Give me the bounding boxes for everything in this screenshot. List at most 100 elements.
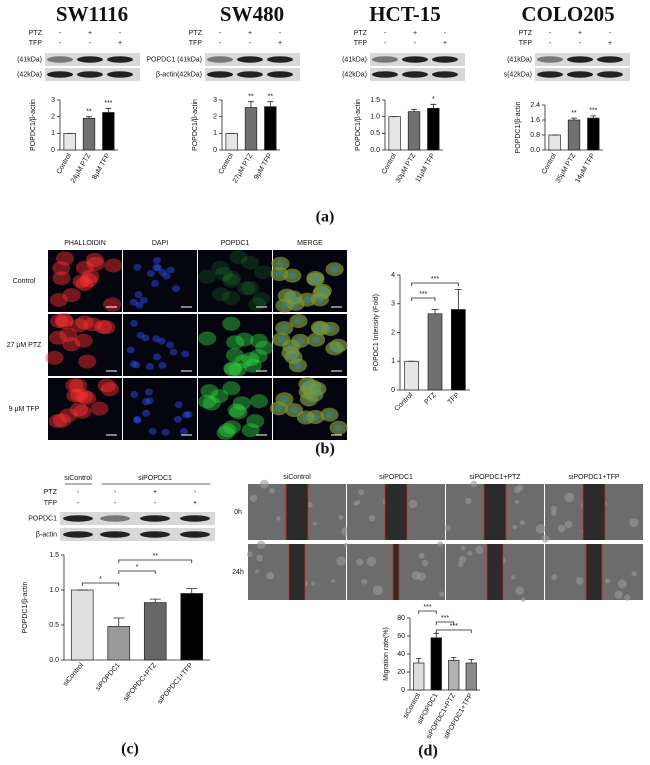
cell [275, 392, 294, 407]
cell [291, 300, 300, 308]
cell [289, 314, 308, 329]
cell [444, 524, 451, 532]
blot-strip [60, 528, 215, 541]
cell [133, 415, 142, 423]
image-column-header: siPOPDC1+TFP [568, 474, 619, 481]
cell [197, 269, 216, 284]
y-tick-label: 0.0 [530, 147, 540, 154]
blot-band [63, 531, 93, 538]
cell [576, 577, 584, 585]
cell [334, 424, 343, 432]
image-row-label: 9 μM TFP [9, 406, 40, 413]
blot-band-label: (42kDa) [17, 71, 42, 78]
blot-band [180, 531, 210, 538]
cell [50, 314, 69, 329]
cell [408, 499, 418, 509]
cell [355, 500, 361, 505]
cell [311, 321, 330, 336]
cell [284, 349, 303, 364]
cell [198, 331, 217, 346]
blot-band [237, 56, 263, 63]
cell [304, 395, 313, 403]
blot-row-label: TFP [44, 500, 58, 507]
cell [520, 597, 526, 602]
cell [282, 339, 301, 354]
cell [62, 288, 81, 303]
cell [152, 264, 161, 272]
cell [181, 350, 190, 358]
cell [222, 290, 241, 305]
cell [338, 514, 344, 520]
cell [617, 579, 627, 589]
micrograph [198, 314, 272, 376]
wound-gap [286, 484, 308, 540]
bar [82, 117, 96, 151]
cell [104, 258, 123, 273]
cell [70, 318, 89, 333]
cell [296, 337, 305, 345]
cell [132, 361, 141, 369]
cell [624, 594, 631, 601]
error-bar [454, 288, 462, 310]
cell [306, 271, 325, 286]
bar [180, 593, 204, 661]
cell [298, 384, 317, 399]
cell [564, 492, 575, 503]
image-column-header: siPOPDC1 [379, 474, 413, 481]
blot-sign: + [278, 40, 282, 47]
cell [55, 251, 74, 266]
cell [75, 260, 94, 275]
bar [143, 602, 167, 661]
cell [557, 524, 566, 533]
micrograph [123, 314, 197, 376]
image-row-label: 0h [234, 509, 242, 516]
cell [315, 295, 324, 303]
cell [66, 388, 85, 403]
cell [254, 265, 273, 280]
cell [298, 377, 317, 392]
blot-sign: + [88, 30, 92, 37]
cell [614, 590, 623, 599]
cell [291, 333, 310, 348]
cell [326, 325, 335, 333]
cell [130, 391, 139, 399]
blot-group: siPOPDC1 [138, 475, 172, 482]
cell [311, 413, 320, 421]
cell [272, 332, 291, 347]
cell [514, 499, 520, 505]
significance: ** [248, 94, 254, 101]
cell [275, 270, 284, 278]
cell [421, 559, 429, 567]
cell [52, 413, 71, 428]
cell [157, 337, 166, 345]
chart-title: SW480 [220, 2, 284, 26]
cell [303, 379, 322, 394]
image-column-header: POPDC1 [221, 240, 250, 247]
y-tick-label: 40 [397, 651, 405, 658]
cell [59, 327, 78, 342]
blot-row-label: PTZ [519, 30, 533, 37]
blot-row-label: PTZ [189, 30, 203, 37]
cell [519, 520, 526, 526]
cell [150, 280, 159, 288]
cell [65, 378, 84, 393]
bar [107, 626, 131, 661]
blot-band [372, 56, 398, 63]
cell [282, 292, 291, 300]
cell [154, 264, 163, 272]
cell [311, 275, 320, 283]
cell [313, 385, 322, 393]
cell [343, 542, 348, 547]
cell [299, 392, 318, 407]
bar [465, 662, 477, 691]
blot-band [372, 71, 398, 78]
cell [303, 380, 312, 388]
image-row-label: 27 μM PTZ [7, 342, 42, 349]
cell [300, 381, 319, 396]
significance-bracket [81, 582, 120, 586]
panel-label: (b) [315, 441, 335, 458]
significance: ** [268, 94, 274, 101]
cell [541, 534, 550, 543]
blot-band [77, 56, 103, 63]
blot-sign: - [77, 500, 80, 507]
